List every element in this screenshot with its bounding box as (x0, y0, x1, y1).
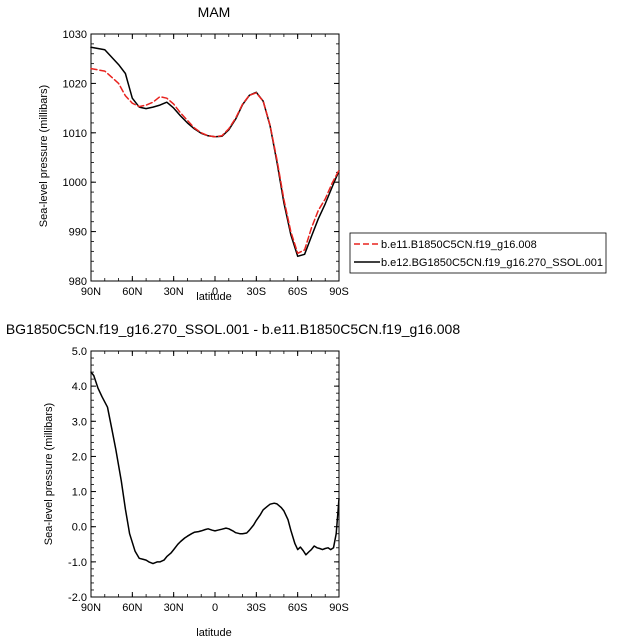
legend-box (349, 232, 607, 274)
series-line-1 (90, 46, 340, 258)
x-tick-label: 30S (247, 602, 267, 614)
x-tick-label: 60S (288, 286, 308, 298)
y-tick-label: 3.0 (72, 416, 87, 428)
top-series-lines (90, 46, 340, 258)
y-tick-label: 5.0 (72, 346, 87, 358)
y-tick-label: -1.0 (68, 557, 87, 569)
legend-label-series-1: b.e11.B1850C5CN.f19_g16.008 (381, 239, 537, 251)
bottom-plot-frame (90, 350, 340, 598)
x-tick-label: 0 (212, 286, 218, 298)
y-tick-label: -2.0 (68, 592, 87, 604)
legend-label-series-2: b.e12.BG1850C5CN.f19_g16.270_SSOL.001 (381, 257, 603, 269)
y-tick-label: 0.0 (72, 522, 87, 534)
x-tick-label: 30S (247, 286, 267, 298)
y-tick-label: 4.0 (72, 381, 87, 393)
y-tick-label: 1020 (63, 78, 87, 90)
legend: b.e11.B1850C5CN.f19_g16.008 b.e12.BG1850… (349, 232, 607, 274)
bottom-axis-ticks: 90N 60N 30N 0 30S 60S 90S -2.0 -1.0 0.0 1.0 2.0 3.0 4… (68, 346, 349, 614)
y-tick-label: 980 (69, 276, 87, 288)
y-tick-label: 1000 (63, 177, 87, 189)
y-tick-label: 1.0 (72, 487, 87, 499)
bottom-y-axis-label: Sea-level pressure (millibars) (43, 403, 55, 545)
bottom-x-axis-label: latitude (196, 627, 231, 639)
x-tick-label: 60N (122, 286, 142, 298)
top-x-axis-label: latitude (196, 291, 231, 303)
series-line-2 (90, 67, 340, 255)
x-tick-label: 0 (212, 602, 218, 614)
x-tick-label: 30N (164, 602, 184, 614)
top-chart-title: MAM (198, 4, 231, 20)
top-y-axis-label: Sea-level pressure (millibars) (38, 85, 50, 227)
x-tick-label: 60S (288, 602, 308, 614)
x-tick-label: 90S (329, 286, 349, 298)
x-tick-label: 90S (329, 602, 349, 614)
bottom-chart: BG1850C5CN.f19_g16.270_SSOL.001 - b.e11.… (6, 321, 461, 639)
top-axis-ticks: 90N 60N 30N 0 30S 60S 90S 980 990 1000 1010 1020 103… (63, 29, 349, 298)
x-tick-label: 90N (81, 286, 101, 298)
top-chart: MAM 90N 60N 30N 0 30S 60S 90S 980 990 1000 1010 102… (38, 4, 349, 303)
series-line-1 (90, 371, 340, 565)
bottom-chart-title: BG1850C5CN.f19_g16.270_SSOL.001 - b.e11.… (6, 321, 461, 337)
x-tick-label: 60N (122, 602, 142, 614)
y-tick-label: 2.0 (72, 451, 87, 463)
y-tick-label: 990 (69, 227, 87, 239)
x-tick-label: 90N (81, 602, 101, 614)
y-tick-label: 1030 (63, 29, 87, 41)
y-tick-label: 1010 (63, 128, 87, 140)
x-tick-label: 30N (164, 286, 184, 298)
top-plot-frame (90, 33, 340, 282)
bottom-series-lines (90, 371, 340, 565)
